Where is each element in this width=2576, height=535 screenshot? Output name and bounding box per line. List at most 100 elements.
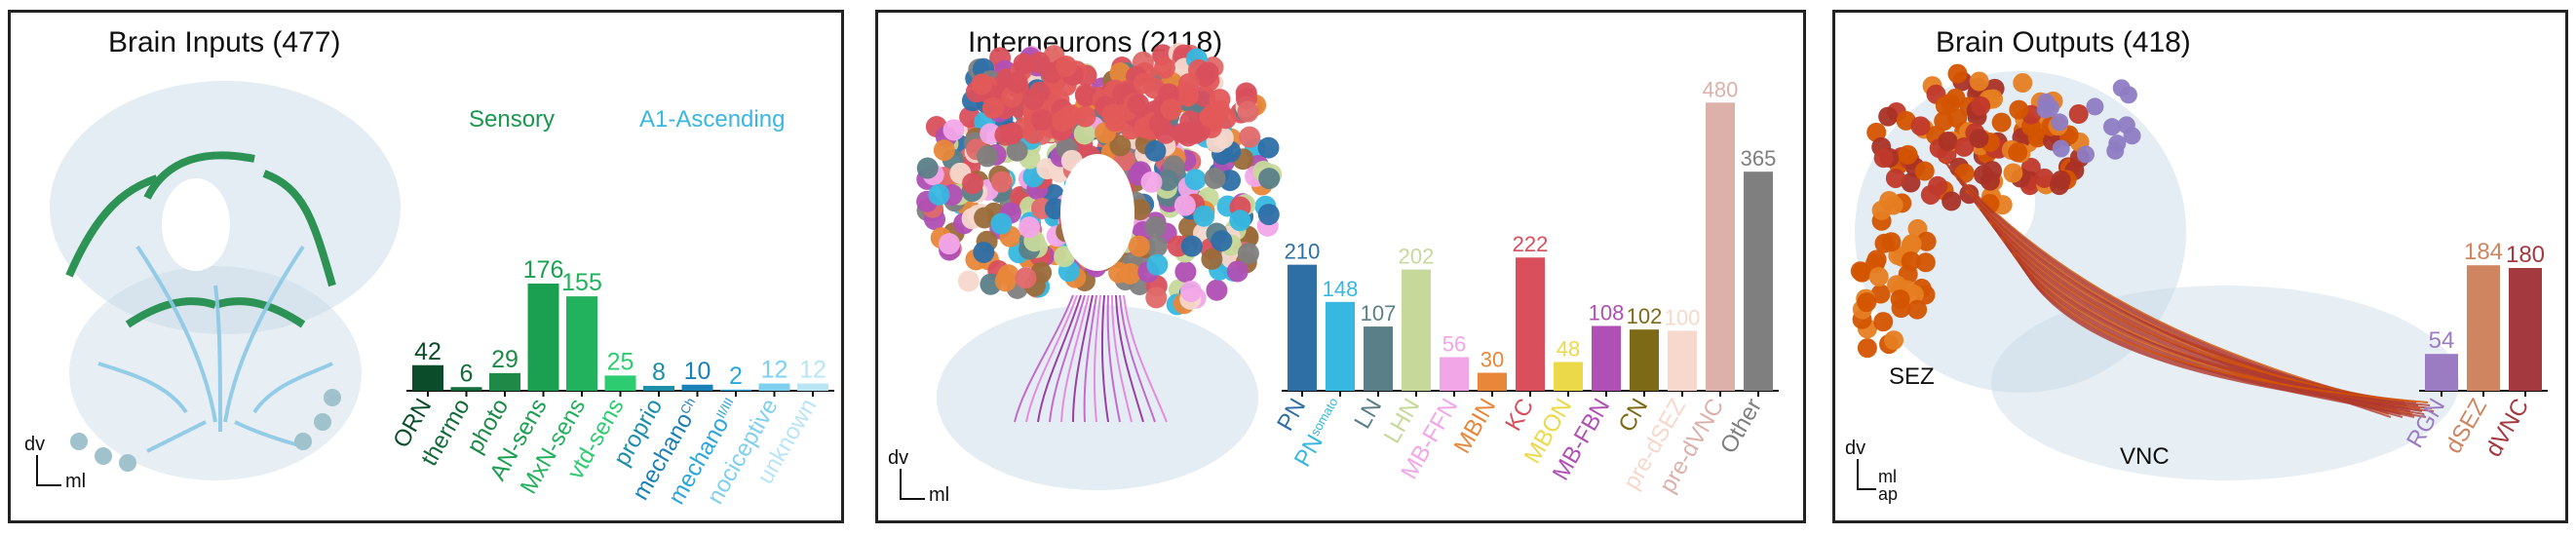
soma-dot [1942,191,1962,211]
soma-dot [1015,267,1037,289]
soma-dot [2076,145,2095,164]
soma-dot [1935,96,1955,116]
value-label-1: 6 [460,360,474,387]
soma-dot [1229,210,1251,232]
soma-dot [990,212,1013,235]
panel-brain-outputs: Brain Outputs (418) SEZ VNC 54 RGN 184 dSEZ… [1832,10,2568,523]
bar-6 [643,386,674,391]
soma-dot [1206,279,1228,301]
legend-a1-ascending: A1-Ascending [639,106,786,133]
panel-interneurons: Interneurons (2118) 210 PN 148 PNsomato 107 L… [875,10,1806,523]
soma-dot [1866,122,1887,142]
value-label-9: 12 [761,357,788,384]
soma-dot [1006,71,1028,94]
axis-ml-label: ml [65,471,87,492]
legend-sensory: Sensory [469,106,556,133]
category-base: PN [1289,430,1328,471]
soma-dot [2003,163,2023,183]
soma-dot [928,183,950,206]
value-label-4: 56 [1442,332,1466,357]
value-label-7: 48 [1557,336,1580,361]
value-label-0: 42 [414,338,442,365]
bar-10 [797,383,828,391]
bar-12 [1744,172,1773,391]
soma-dot [2013,73,2033,94]
neurite [1100,294,1109,423]
bar-2 [2509,268,2542,391]
soma-dot [1019,216,1041,239]
category-superscript: Ch [676,395,697,416]
soma-dot [1193,205,1215,227]
soma-dot [2051,113,2069,132]
soma-dot [1160,98,1182,121]
value-label-5: 25 [607,348,634,375]
value-label-2: 29 [491,346,519,373]
soma-dot [1878,106,1899,127]
soma-dot [2068,104,2089,125]
neurite [1093,294,1101,423]
soma-dot [1969,129,1989,149]
axis-dv-label: dv [24,434,46,455]
soma-dot [1873,148,1894,169]
soma-dot [1915,252,1936,273]
axis-dv-label: dv [888,447,909,469]
soma-dot [1901,250,1921,271]
soma-dot [1145,287,1168,309]
bar-5 [1478,372,1507,391]
soma-dot [1144,139,1167,162]
soma-dot [971,73,993,96]
soma-cloud-illustration [916,42,1283,423]
soma-dot [1898,144,1918,165]
region-label-vnc: VNC [2120,443,2170,470]
soma-dot [1006,139,1028,162]
region-label-sez: SEZ [1889,363,1935,390]
neurite [1037,294,1082,423]
soma-dot [1866,249,1887,270]
soma-dot [1257,204,1280,226]
neurite [1083,294,1097,423]
soma-dot [1013,53,1035,75]
bar-8 [720,389,751,391]
soma-dot [1173,122,1195,144]
soma-dot [957,270,980,292]
soma-dot [1907,299,1928,320]
soma-dot [1153,57,1175,79]
soma-dot [1850,261,1870,282]
soma-dot [1237,100,1259,123]
soma-dot [1239,126,1261,148]
soma-dot [1885,168,1905,188]
value-label-7: 10 [684,358,711,385]
soma-dot [1947,108,1968,129]
soma-dot [1982,161,2003,181]
axis-dv-label: dv [1845,438,1866,459]
panel-title: Brain Inputs (477) [108,26,341,58]
soma-dot [1119,262,1141,285]
neuron-illustration [1850,63,2435,418]
soma-dot [976,145,998,168]
soma-dot [1128,235,1150,257]
neuropil-hole [162,178,230,271]
soma-dot [1857,338,1877,359]
value-label-1: 184 [2464,239,2503,265]
soma-dot [2041,98,2059,117]
axis-indicator: dv ml [888,447,966,506]
soma-dot [1144,215,1167,238]
value-label-1: 148 [1323,277,1359,301]
soma-dot [2102,118,2121,136]
bar-6 [1516,257,1545,391]
soma-dot [1258,168,1281,190]
soma-dot [1075,85,1097,107]
soma-dot [2008,142,2028,163]
soma-dot [1022,88,1045,110]
bar-1 [1326,301,1355,391]
neurite [2012,251,2429,403]
neurite [1106,294,1121,423]
value-label-12: 365 [1741,146,1777,171]
value-label-6: 222 [1513,232,1549,256]
soma-dot [990,171,1013,193]
soma-dot [1890,289,1910,310]
soma-dot [2052,139,2070,158]
soma-dot [1173,194,1196,216]
soma-dot [973,241,995,263]
